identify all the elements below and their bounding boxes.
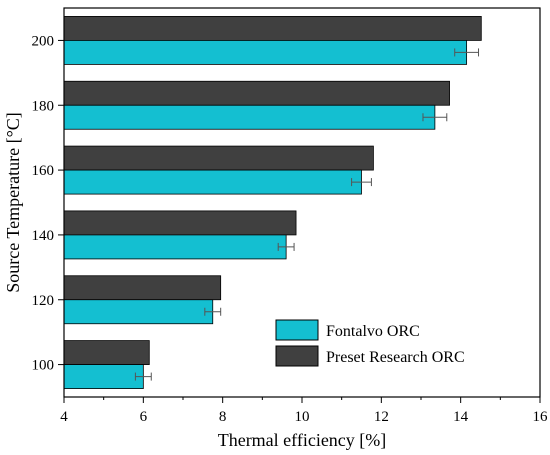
legend-label-preset: Preset Research ORC [326, 349, 465, 366]
bar-preset-200 [63, 16, 482, 41]
x-tick-label-6: 6 [140, 409, 148, 425]
y-tick-label-180: 180 [32, 98, 55, 114]
y-tick-label-120: 120 [32, 293, 55, 309]
y-tick-label-140: 140 [32, 228, 55, 244]
legend-swatch-fontalvo [275, 319, 319, 341]
bar-fontalvo-200 [63, 40, 468, 65]
x-tick-label-16: 16 [533, 409, 549, 425]
y-axis-title: Source Temperature [°C] [3, 112, 23, 293]
bar-preset-160 [63, 145, 374, 171]
y-tick-label-160: 160 [32, 163, 55, 179]
bar-fontalvo-140 [63, 234, 287, 260]
x-tick-label-14: 14 [453, 409, 469, 425]
y-tick-label-100: 100 [32, 358, 55, 374]
x-tick-label-8: 8 [219, 409, 227, 425]
bar-preset-140 [63, 210, 297, 236]
bar-fontalvo-100 [63, 364, 144, 389]
x-tick-label-4: 4 [60, 409, 68, 425]
bar-fontalvo-120 [63, 299, 214, 325]
error-bars-layer [134, 48, 480, 381]
bar-fontalvo-160 [63, 169, 362, 195]
bar-preset-180 [63, 80, 450, 106]
x-axis-title: Thermal efficiency [%] [218, 430, 387, 450]
bars-layer [63, 16, 482, 389]
bar-fontalvo-180 [63, 104, 436, 130]
ticks-layer: 100 120 140 160 180 200 4 6 8 10 12 14 16 [32, 33, 549, 425]
legend-label-fontalvo: Fontalvo ORC [326, 323, 420, 340]
x-tick-label-12: 12 [374, 409, 389, 425]
legend-swatch-preset [275, 345, 319, 367]
x-tick-label-10: 10 [295, 409, 310, 425]
legend: Fontalvo ORC Preset Research ORC [275, 319, 465, 367]
bar-preset-120 [63, 275, 222, 301]
y-tick-label-200: 200 [32, 33, 55, 49]
bar-preset-100 [63, 340, 150, 365]
